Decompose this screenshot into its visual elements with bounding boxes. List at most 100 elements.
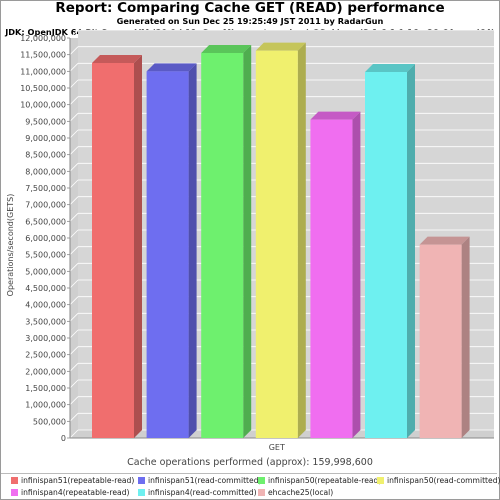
ytick-label: 4,000,000: [25, 301, 66, 310]
bar-side: [243, 45, 252, 438]
legend-label: infinispan4(read-committed): [148, 488, 257, 497]
bar-side: [297, 42, 306, 439]
gridline-depth: [69, 179, 79, 189]
ytick-label: 11,500,000: [20, 51, 66, 60]
ytick-label: 1,000,000: [25, 401, 66, 410]
legend-item: infinispan50(read-committed): [377, 476, 500, 485]
legend-swatch: [258, 489, 265, 496]
y-axis-ticks: 0 500,000 1,000,000 1,500,000 2,000,000 2,500…: [20, 34, 494, 443]
ytick-label: 10,500,000: [20, 84, 66, 93]
bar-side: [134, 55, 142, 438]
bars: [92, 42, 470, 439]
gridline-depth: [69, 296, 79, 305]
ytick-label: 1,500,000: [25, 384, 66, 393]
gridline-depth: [69, 196, 79, 205]
ytick-label: 7,500,000: [25, 184, 66, 193]
bar-6: [419, 236, 470, 438]
legend-label: ehcache25(local): [268, 488, 334, 497]
ytick-label: 5,000,000: [25, 267, 66, 276]
legend-swatch: [138, 489, 145, 496]
bar-0: [92, 55, 142, 438]
gridline-depth: [69, 396, 79, 405]
ytick-label: 8,000,000: [25, 167, 66, 176]
ytick-label: 7,000,000: [25, 201, 66, 210]
legend-label: infinispan51(read-committed): [148, 476, 262, 485]
ytick-label: 11,000,000: [20, 67, 66, 76]
bar-top: [419, 236, 470, 245]
bar-front: [92, 63, 134, 438]
y-axis-label: Operations/second(GETS): [6, 194, 15, 297]
legend-label: infinispan50(repeatable-read): [268, 476, 382, 485]
xtick-label: GET: [269, 443, 285, 452]
legend-swatch: [138, 477, 145, 484]
bar-front: [255, 50, 298, 439]
legend-item: infinispan51(repeatable-read): [11, 476, 134, 485]
gridline-depth: [69, 63, 79, 72]
legend-item: infinispan4(repeatable-read): [11, 488, 129, 497]
legend-label: infinispan51(repeatable-read): [21, 476, 135, 485]
chart-subtitle-generated: Generated on Sun Dec 25 19:25:49 JST 201…: [116, 16, 384, 26]
ytick-label: 2,500,000: [25, 351, 66, 360]
x-axis-ticks: GET: [269, 443, 285, 452]
gridline-depth: [69, 229, 79, 239]
ytick-label: 9,500,000: [25, 117, 66, 126]
ytick-label: 0: [61, 434, 66, 443]
legend-swatch: [11, 477, 18, 484]
bar-2: [201, 45, 252, 438]
bar-top: [310, 111, 361, 120]
bar-front: [365, 72, 407, 438]
ytick-label: 500,000: [33, 417, 66, 426]
legend-swatch: [258, 477, 265, 484]
gridline-depth: [69, 263, 79, 272]
bar-top: [365, 64, 415, 72]
ytick-label: 6,500,000: [25, 217, 66, 226]
bar-front: [201, 53, 244, 438]
legend: infinispan51(repeatable-read) infinispan5…: [1, 473, 500, 499]
bar-top: [92, 55, 142, 63]
legend-swatch: [11, 489, 18, 496]
ytick-label: 3,500,000: [25, 317, 66, 326]
bar-front: [419, 244, 462, 438]
gridline-depth: [69, 129, 79, 139]
bar-5: [365, 64, 415, 438]
bar-top: [146, 63, 197, 72]
gridline-depth: [69, 146, 79, 155]
legend-item: infinispan4(read-committed): [138, 488, 257, 497]
gridline-depth: [69, 413, 79, 422]
ytick-label: 2,000,000: [25, 367, 66, 376]
legend-item: ehcache25(local): [258, 488, 333, 497]
bar-side: [461, 236, 470, 438]
ytick-label: 12,000,000: [20, 34, 66, 43]
bar-side: [188, 63, 197, 438]
legend-item: infinispan51(read-committed): [138, 476, 261, 485]
gridline-depth: [69, 279, 79, 289]
ytick-label: 4,500,000: [25, 284, 66, 293]
bar-top: [201, 45, 252, 53]
ytick-label: 6,000,000: [25, 234, 66, 243]
legend-swatch: [377, 477, 384, 484]
bar-3: [255, 42, 306, 439]
ytick-label: 9,000,000: [25, 134, 66, 143]
gridline-depth: [69, 313, 79, 322]
gridline-depth: [69, 46, 79, 55]
gridline-depth: [69, 329, 79, 339]
gridline-depth: [69, 429, 79, 439]
gridline-depth: [69, 163, 79, 172]
bar-side: [407, 64, 415, 438]
bar-front: [310, 119, 353, 439]
gridline-depth: [69, 79, 79, 89]
gridline-depth: [69, 113, 79, 122]
gridline-depth: [69, 29, 79, 39]
bar-side: [352, 111, 361, 439]
bar-top: [255, 42, 306, 51]
legend-label: infinispan50(read-committed): [387, 476, 500, 485]
bar-4: [310, 111, 361, 439]
legend-item: infinispan50(repeatable-read): [258, 476, 381, 485]
ytick-label: 8,500,000: [25, 151, 66, 160]
ytick-label: 3,000,000: [25, 334, 66, 343]
gridline-depth: [69, 213, 79, 222]
bar-1: [146, 63, 197, 438]
gridline-depth: [69, 246, 79, 255]
ytick-label: 5,500,000: [25, 251, 66, 260]
